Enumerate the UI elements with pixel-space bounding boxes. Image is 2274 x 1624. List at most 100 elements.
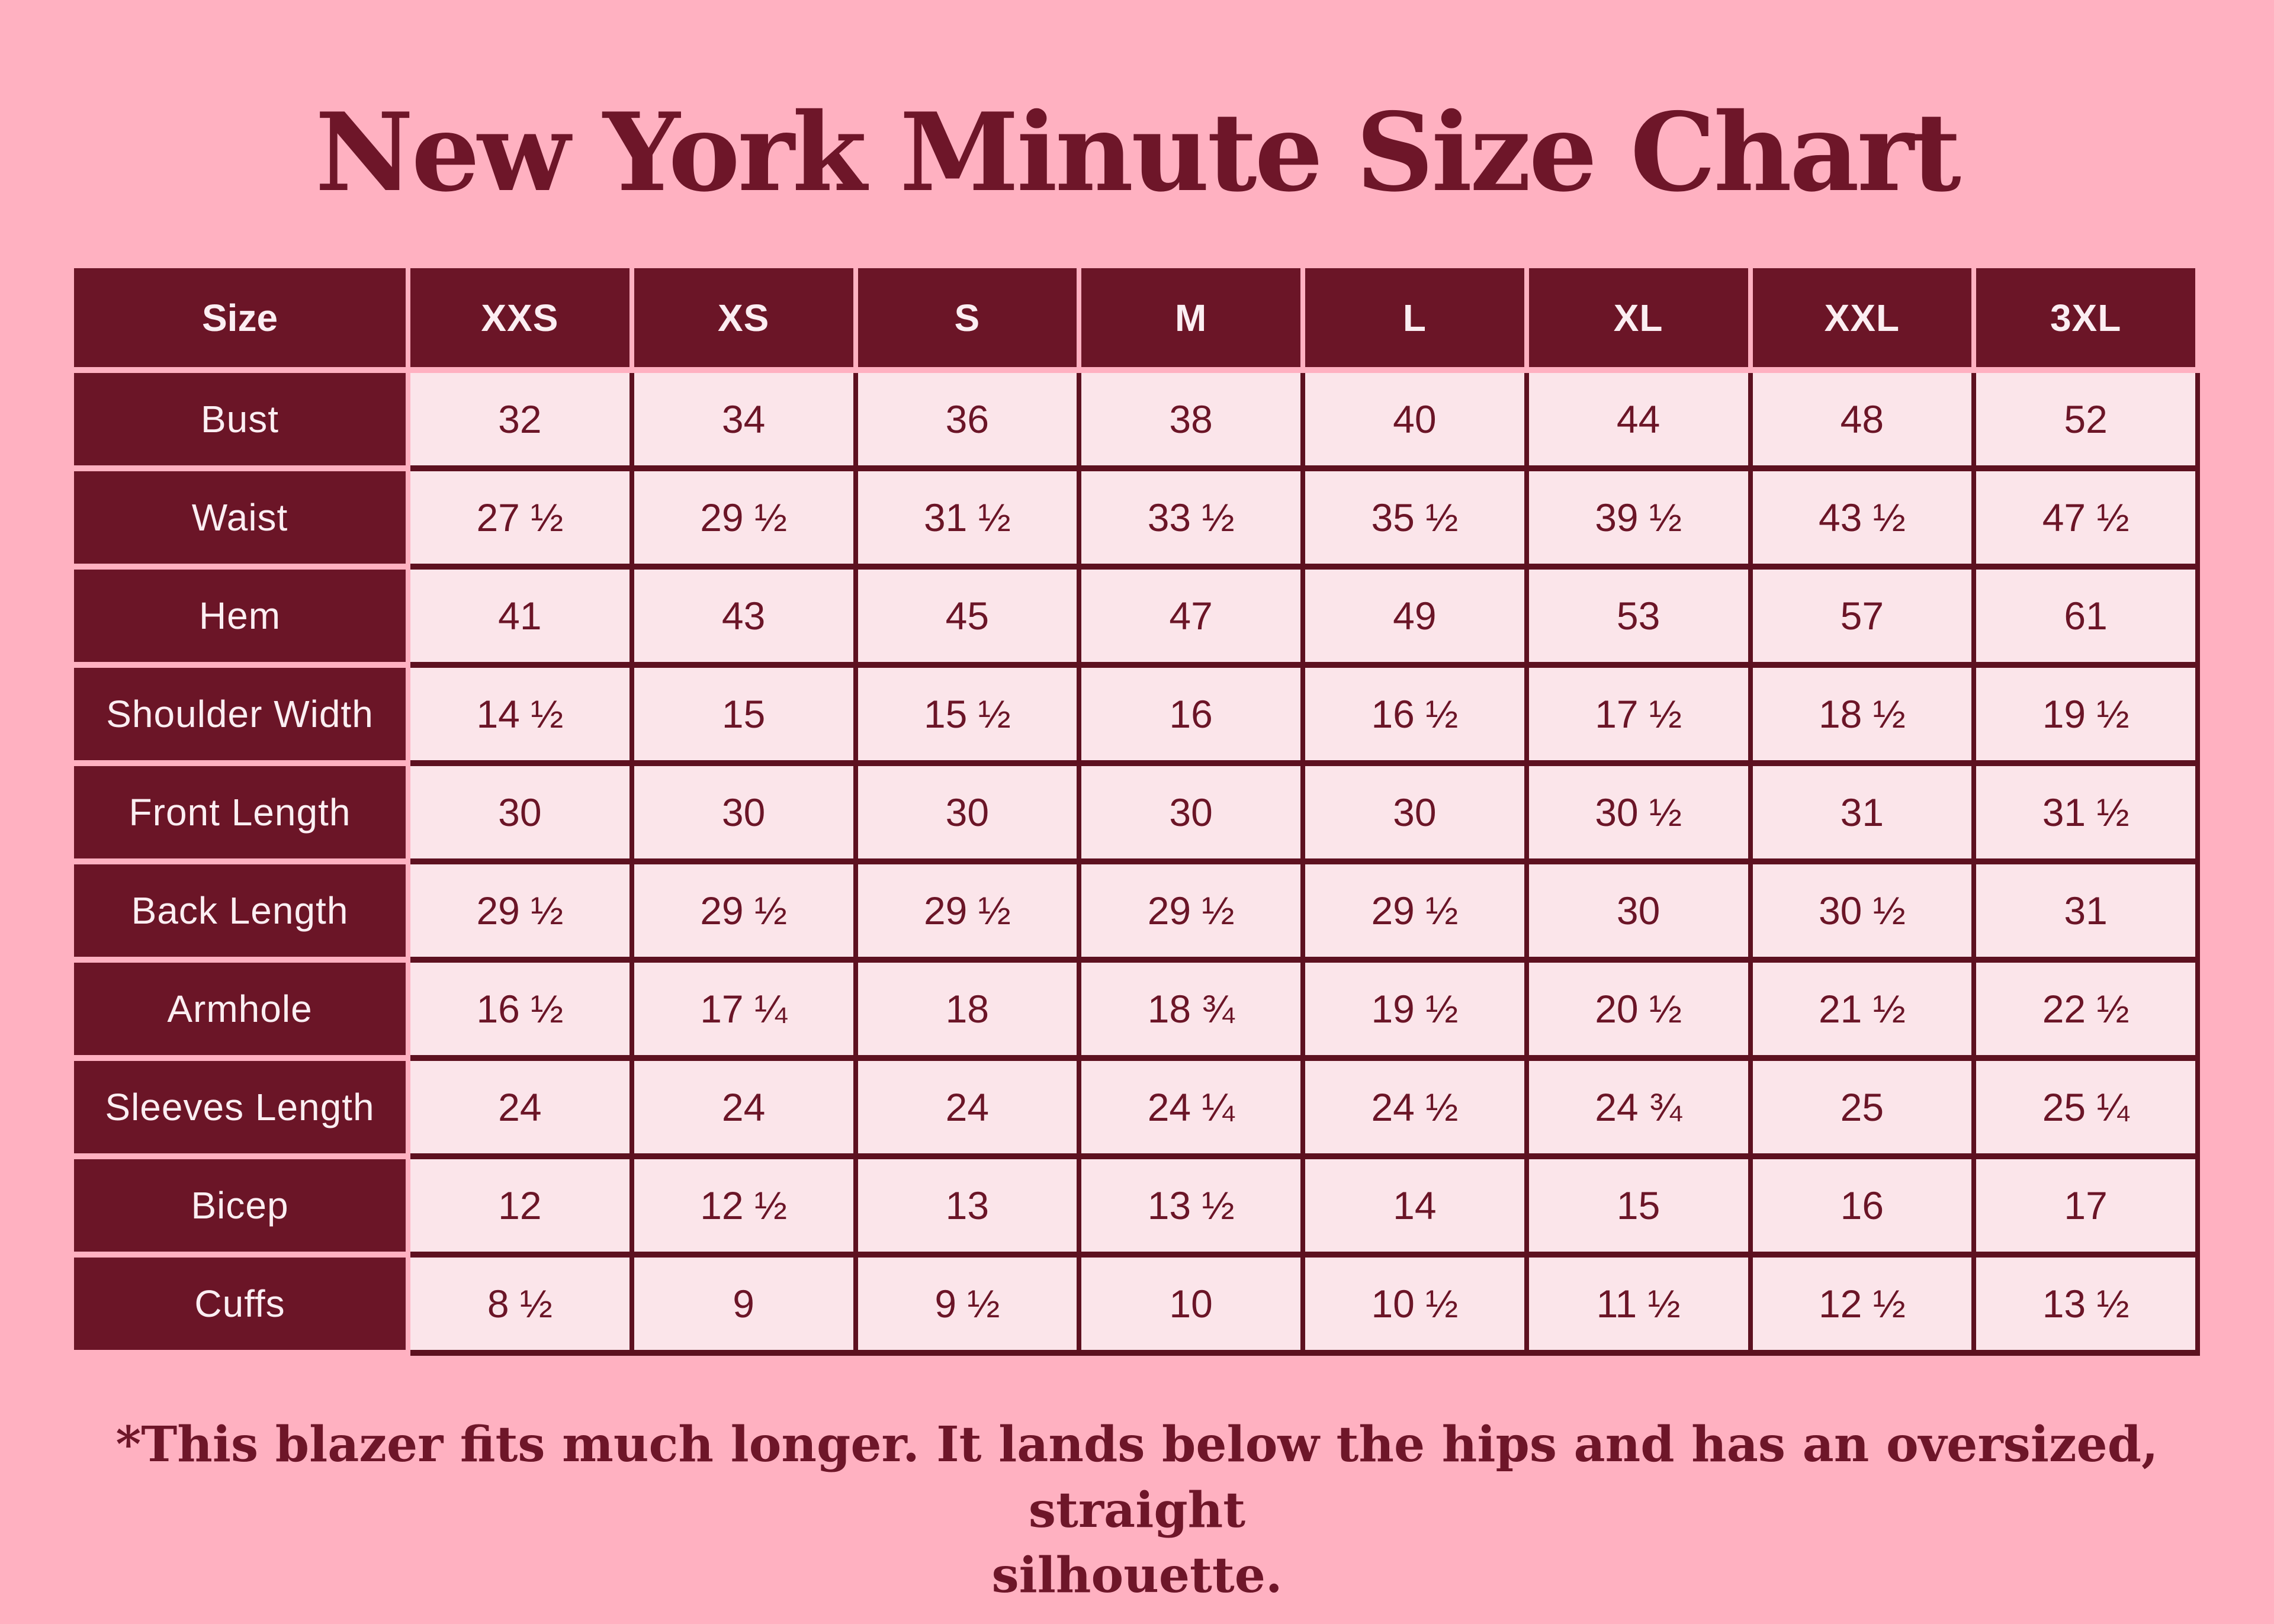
corner-header-size: Size — [74, 268, 406, 367]
cell-back-length-xl: 30 — [1528, 864, 1748, 957]
cell-cuffs-xxs: 8 ½ — [410, 1258, 629, 1350]
row-label-shoulder-width: Shoulder Width — [74, 668, 406, 760]
row-label-back-length: Back Length — [74, 864, 406, 957]
cell-front-length-xxl: 31 — [1752, 766, 1972, 858]
size-header-3xl: 3XL — [1976, 268, 2195, 367]
cell-sleeves-length-xl: 24 ¾ — [1528, 1061, 1748, 1153]
cell-bicep-xl: 15 — [1528, 1159, 1748, 1252]
cell-front-length-s: 30 — [857, 766, 1077, 858]
cell-back-length-xxs: 29 ½ — [410, 864, 629, 957]
footnote: *This blazer fits much longer. It lands … — [101, 1412, 2173, 1609]
cell-shoulder-width-l: 16 ½ — [1305, 668, 1524, 760]
cell-waist-s: 31 ½ — [857, 471, 1077, 564]
cell-armhole-l: 19 ½ — [1305, 963, 1524, 1055]
cell-armhole-xl: 20 ½ — [1528, 963, 1748, 1055]
cell-bust-xxs: 32 — [410, 373, 629, 465]
cell-bicep-m: 13 ½ — [1081, 1159, 1300, 1252]
cell-sleeves-length-l: 24 ½ — [1305, 1061, 1524, 1153]
cell-sleeves-length-s: 24 — [857, 1061, 1077, 1153]
size-header-row: XXS XS S M L XL XXL 3XL — [410, 268, 2200, 367]
row-label-armhole: Armhole — [74, 963, 406, 1055]
cell-front-length-l: 30 — [1305, 766, 1524, 858]
size-header-xl: XL — [1528, 268, 1748, 367]
size-header-l: L — [1305, 268, 1524, 367]
cell-bust-m: 38 — [1081, 373, 1300, 465]
cell-waist-m: 33 ½ — [1081, 471, 1300, 564]
cell-back-length-m: 29 ½ — [1081, 864, 1300, 957]
cell-sleeves-length-m: 24 ¼ — [1081, 1061, 1300, 1153]
cell-armhole-xxs: 16 ½ — [410, 963, 629, 1055]
table-data-section: XXS XS S M L XL XXL 3XL 32 34 36 38 40 44 48 52 27 ½ 29 … — [410, 268, 2200, 1356]
cell-hem-m: 47 — [1081, 570, 1300, 662]
cell-cuffs-xs: 9 — [634, 1258, 853, 1350]
cell-bust-xs: 34 — [634, 373, 853, 465]
measurement-data-grid: 32 34 36 38 40 44 48 52 27 ½ 29 ½ 31 ½ 33 ½ 35 ½ 39 ½… — [410, 373, 2200, 1356]
cell-armhole-xs: 17 ¼ — [634, 963, 853, 1055]
row-label-front-length: Front Length — [74, 766, 406, 858]
cell-hem-xl: 53 — [1528, 570, 1748, 662]
footnote-line-1: *This blazer fits much longer. It lands … — [115, 1416, 2159, 1539]
cell-sleeves-length-3xl: 25 ¼ — [1976, 1061, 2195, 1153]
cell-shoulder-width-xxl: 18 ½ — [1752, 668, 1972, 760]
cell-bust-l: 40 — [1305, 373, 1524, 465]
cell-waist-l: 35 ½ — [1305, 471, 1524, 564]
cell-sleeves-length-xs: 24 — [634, 1061, 853, 1153]
size-header-s: S — [857, 268, 1077, 367]
cell-armhole-m: 18 ¾ — [1081, 963, 1300, 1055]
cell-bicep-xs: 12 ½ — [634, 1159, 853, 1252]
cell-cuffs-l: 10 ½ — [1305, 1258, 1524, 1350]
cell-front-length-m: 30 — [1081, 766, 1300, 858]
row-label-bust: Bust — [74, 373, 406, 465]
cell-waist-xxs: 27 ½ — [410, 471, 629, 564]
cell-bicep-s: 13 — [857, 1159, 1077, 1252]
cell-cuffs-3xl: 13 ½ — [1976, 1258, 2195, 1350]
cell-back-length-s: 29 ½ — [857, 864, 1077, 957]
cell-back-length-xxl: 30 ½ — [1752, 864, 1972, 957]
cell-cuffs-m: 10 — [1081, 1258, 1300, 1350]
cell-sleeves-length-xxl: 25 — [1752, 1061, 1972, 1153]
cell-hem-s: 45 — [857, 570, 1077, 662]
cell-back-length-l: 29 ½ — [1305, 864, 1524, 957]
cell-hem-xxl: 57 — [1752, 570, 1972, 662]
cell-front-length-xs: 30 — [634, 766, 853, 858]
measurement-label-column: Size Bust Waist Hem Shoulder Width Front Len… — [74, 268, 406, 1356]
cell-bicep-l: 14 — [1305, 1159, 1524, 1252]
cell-waist-xs: 29 ½ — [634, 471, 853, 564]
cell-cuffs-s: 9 ½ — [857, 1258, 1077, 1350]
size-header-m: M — [1081, 268, 1300, 367]
size-chart-table: Size Bust Waist Hem Shoulder Width Front Len… — [74, 268, 2200, 1356]
cell-bust-xl: 44 — [1528, 373, 1748, 465]
page-title: New York Minute Size Chart — [315, 89, 1961, 216]
row-label-hem: Hem — [74, 570, 406, 662]
cell-shoulder-width-xl: 17 ½ — [1528, 668, 1748, 760]
cell-waist-xxl: 43 ½ — [1752, 471, 1972, 564]
cell-front-length-xxs: 30 — [410, 766, 629, 858]
cell-bust-xxl: 48 — [1752, 373, 1972, 465]
cell-hem-l: 49 — [1305, 570, 1524, 662]
cell-shoulder-width-xxs: 14 ½ — [410, 668, 629, 760]
size-header-xxs: XXS — [410, 268, 629, 367]
cell-bicep-xxl: 16 — [1752, 1159, 1972, 1252]
cell-bicep-3xl: 17 — [1976, 1159, 2195, 1252]
cell-armhole-xxl: 21 ½ — [1752, 963, 1972, 1055]
cell-shoulder-width-3xl: 19 ½ — [1976, 668, 2195, 760]
cell-back-length-xs: 29 ½ — [634, 864, 853, 957]
cell-bicep-xxs: 12 — [410, 1159, 629, 1252]
cell-front-length-3xl: 31 ½ — [1976, 766, 2195, 858]
row-label-bicep: Bicep — [74, 1159, 406, 1252]
cell-cuffs-xxl: 12 ½ — [1752, 1258, 1972, 1350]
row-label-cuffs: Cuffs — [74, 1258, 406, 1350]
row-label-sleeves-length: Sleeves Length — [74, 1061, 406, 1153]
size-header-xxl: XXL — [1752, 268, 1972, 367]
cell-bust-s: 36 — [857, 373, 1077, 465]
footnote-line-2: silhouette. — [991, 1547, 1283, 1604]
cell-hem-xs: 43 — [634, 570, 853, 662]
cell-front-length-xl: 30 ½ — [1528, 766, 1748, 858]
cell-armhole-s: 18 — [857, 963, 1077, 1055]
cell-shoulder-width-xs: 15 — [634, 668, 853, 760]
cell-hem-3xl: 61 — [1976, 570, 2195, 662]
size-header-xs: XS — [634, 268, 853, 367]
cell-back-length-3xl: 31 — [1976, 864, 2195, 957]
cell-shoulder-width-m: 16 — [1081, 668, 1300, 760]
cell-waist-xl: 39 ½ — [1528, 471, 1748, 564]
